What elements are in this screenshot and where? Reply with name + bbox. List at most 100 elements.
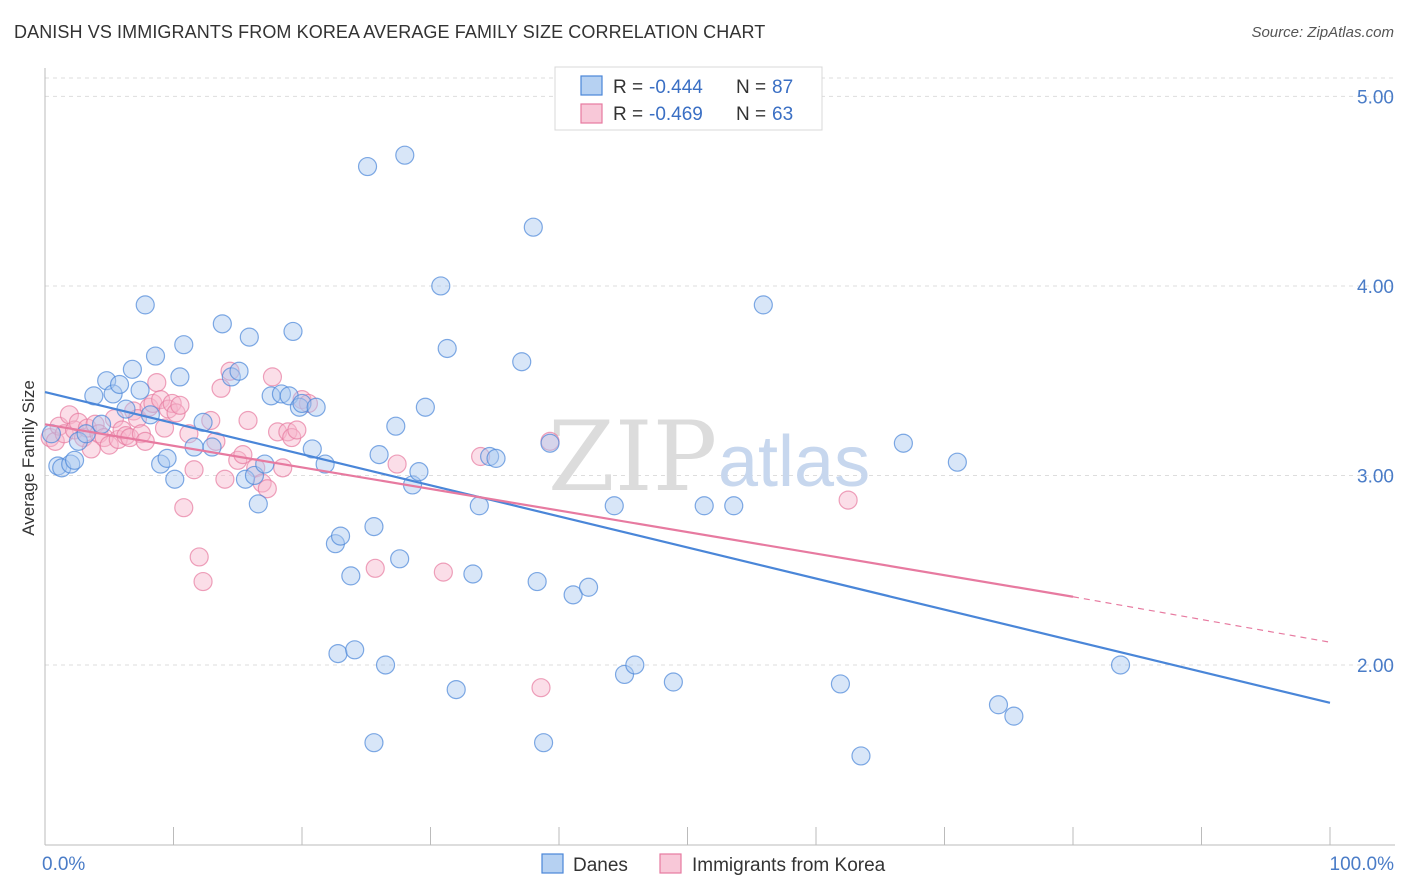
danes-point <box>1004 706 1024 726</box>
x-tick-label-min: 0.0% <box>42 854 85 875</box>
korea-point <box>267 422 288 442</box>
legend-n-value-danes: 87 <box>772 77 793 98</box>
korea-point <box>838 490 858 510</box>
danes-point <box>103 384 123 404</box>
danes-point <box>947 452 967 472</box>
korea-point <box>287 420 307 440</box>
danes-point <box>753 295 773 315</box>
korea-point <box>531 678 551 698</box>
danes-point <box>122 359 142 379</box>
axes <box>44 68 1395 846</box>
legend-box: R = -0.444 N = 87 R = -0.469 N = 63 <box>554 66 823 131</box>
korea-point <box>147 372 167 393</box>
korea-point <box>174 498 194 518</box>
danes-point <box>364 517 384 537</box>
legend-r-label-danes: R = <box>613 77 643 98</box>
trend-line-danes <box>44 390 1331 704</box>
trend-lines <box>44 390 1331 704</box>
danes-point <box>135 295 155 315</box>
danes-point <box>415 397 435 417</box>
korea-point <box>365 558 385 578</box>
danes-point <box>446 679 466 700</box>
legend-r-label-korea: R = <box>613 104 643 125</box>
danes-point <box>170 367 190 387</box>
bottom-legend: Danes Immigrants from Korea <box>541 853 886 876</box>
danes-point <box>229 361 249 381</box>
danes-point <box>91 414 112 434</box>
series-danes-points <box>41 145 1131 766</box>
legend-r-value-danes: -0.444 <box>649 77 703 98</box>
korea-point <box>201 410 221 431</box>
y-tick-label-3: 5.00 <box>1357 87 1394 108</box>
danes-point <box>341 566 361 586</box>
y-axis-label: Average Family Size <box>19 380 38 536</box>
trend-line-korea <box>44 423 1074 598</box>
korea-point <box>184 460 204 480</box>
danes-point <box>604 496 624 516</box>
danes-point <box>512 352 532 372</box>
danes-point <box>330 526 351 546</box>
danes-point <box>165 469 185 489</box>
danes-point <box>212 314 232 334</box>
danes-point <box>390 549 410 569</box>
legend-swatch-korea <box>580 103 603 124</box>
danes-point <box>431 276 451 296</box>
chart-title: DANISH VS IMMIGRANTS FROM KOREA AVERAGE … <box>14 22 766 42</box>
danes-point <box>306 397 326 417</box>
korea-point <box>257 479 277 499</box>
danes-point <box>157 448 177 468</box>
legend-r-value-korea: -0.469 <box>649 104 703 125</box>
korea-point <box>387 454 407 474</box>
korea-point <box>162 393 182 414</box>
danes-point <box>61 454 81 474</box>
danes-point <box>533 733 554 753</box>
x-tick-label-max: 100.0% <box>1330 854 1395 875</box>
y-tick-label-2: 4.00 <box>1357 277 1394 298</box>
danes-point <box>375 655 396 675</box>
danes-point <box>625 655 645 675</box>
source-label: Source: ZipAtlas.com <box>1251 24 1394 41</box>
danes-point <box>409 462 429 482</box>
danes-point <box>851 746 871 766</box>
legend-n-label-danes: N = <box>736 77 766 98</box>
danes-point <box>395 145 415 165</box>
legend-swatch-danes <box>580 75 603 96</box>
danes-point <box>540 433 560 453</box>
danes-point <box>283 321 303 342</box>
danes-point <box>140 405 160 425</box>
danes-point <box>369 445 389 465</box>
danes-point <box>988 695 1009 715</box>
danes-point <box>292 393 312 414</box>
danes-point <box>463 564 483 584</box>
danes-point <box>239 327 259 347</box>
danes-point <box>578 577 599 597</box>
danes-point <box>527 571 547 592</box>
y-tick-label-1: 3.00 <box>1357 466 1394 487</box>
watermark: ZIP atlas <box>548 401 870 513</box>
legend-n-label-korea: N = <box>736 104 766 125</box>
series-korea-points <box>40 361 858 698</box>
korea-point <box>215 469 235 489</box>
bottom-legend-swatch-korea <box>659 853 682 874</box>
danes-point <box>76 424 96 444</box>
danes-point <box>271 384 292 404</box>
danes-point <box>694 496 714 516</box>
danes-point <box>437 338 457 359</box>
danes-point <box>663 672 683 692</box>
danes-point <box>64 450 85 470</box>
danes-point <box>563 585 583 605</box>
danes-point <box>255 454 275 474</box>
danes-point <box>302 439 322 459</box>
danes-point <box>523 217 543 237</box>
watermark-zip: ZIP <box>548 401 717 513</box>
danes-point <box>893 433 913 453</box>
danes-point <box>109 374 130 395</box>
danes-point <box>364 733 384 753</box>
korea-point <box>238 410 258 431</box>
korea-point <box>154 418 175 438</box>
danes-point <box>830 674 851 694</box>
trend-line-korea-extrapolated <box>1072 596 1331 643</box>
danes-point <box>386 416 406 436</box>
bottom-legend-label-danes: Danes <box>573 855 628 876</box>
